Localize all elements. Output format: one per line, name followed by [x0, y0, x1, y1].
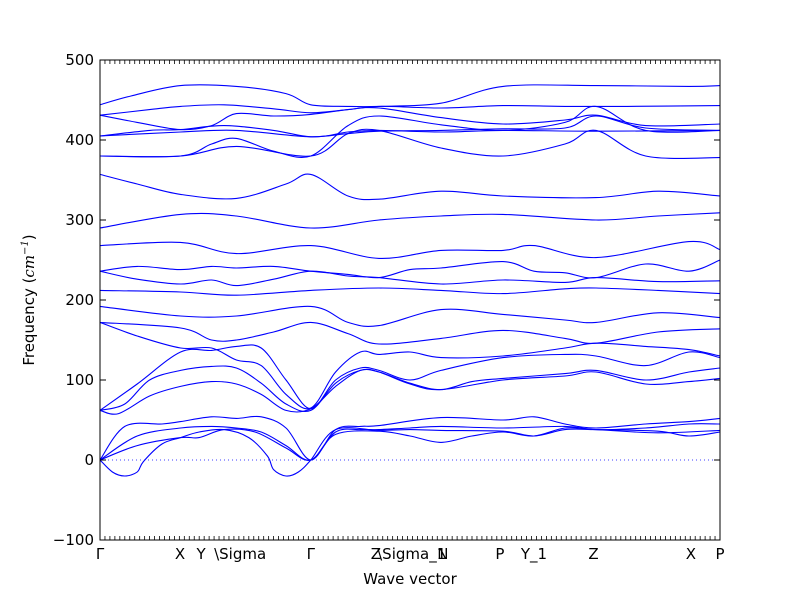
y-axis-label-prefix: Frequency (	[20, 278, 38, 366]
band-line-17	[99, 344, 721, 411]
band-line-6	[99, 105, 721, 159]
band-line-20	[99, 415, 721, 461]
y-axis-label-unit: cm	[20, 255, 38, 278]
y-tick-label: 0	[84, 451, 94, 469]
band-line-11	[99, 259, 721, 279]
y-tick-label: 300	[65, 211, 94, 229]
y-axis-label: Frequency (cm−1)	[20, 234, 38, 365]
band-line-12	[99, 270, 721, 287]
x-tick-label: \Sigma_1	[377, 545, 446, 564]
y-axis-label-suffix: )	[20, 234, 38, 240]
x-axis-ticks: Γ X Y \Sigma Γ Z\Sigma_1N P Y_1 Z X P	[96, 60, 725, 564]
plot-frame	[99, 59, 721, 541]
band-line-14	[99, 305, 721, 327]
x-tick-label: Y_1	[520, 545, 547, 564]
x-tick-label: P	[715, 545, 724, 563]
band-line-7	[99, 128, 721, 159]
band-line-4	[99, 115, 721, 138]
x-tick-label: N	[437, 545, 448, 563]
band-line-1	[99, 84, 721, 108]
band-line-5	[99, 129, 721, 138]
x-tick-label: P	[495, 545, 504, 563]
x-tick-label: Γ	[96, 545, 105, 563]
band-line-13	[99, 287, 721, 296]
x-tick-label: X	[175, 545, 185, 563]
x-axis-label: Wave vector	[363, 570, 457, 588]
band-line-3	[99, 106, 721, 131]
band-line-23	[99, 427, 721, 477]
x-tick-label: Γ	[307, 545, 316, 563]
band-line-19	[99, 368, 721, 415]
y-tick-label: 400	[65, 131, 94, 149]
x-tick-label: \Sigma	[214, 545, 266, 563]
band-line-22	[99, 427, 721, 461]
y-axis-ticks: −100 0 100 200 300 400 500	[53, 51, 720, 549]
y-axis-label-exponent: −1	[20, 240, 31, 255]
x-tick-label: X	[686, 545, 696, 563]
band-line-2	[99, 104, 721, 116]
y-tick-label: 500	[65, 51, 94, 69]
x-tick-label: Y	[195, 545, 206, 563]
dispersion-bands	[99, 84, 721, 477]
x-tick-label: Z	[588, 545, 598, 563]
band-line-9	[99, 212, 721, 229]
band-line-18	[99, 365, 721, 413]
y-tick-label: 100	[65, 371, 94, 389]
band-line-10	[99, 240, 721, 259]
y-tick-label: 200	[65, 291, 94, 309]
y-tick-label: −100	[53, 531, 94, 549]
band-line-16	[99, 321, 721, 410]
x-tick-label: Z	[371, 545, 381, 563]
band-line-8	[99, 173, 721, 201]
band-line-15	[99, 321, 721, 345]
